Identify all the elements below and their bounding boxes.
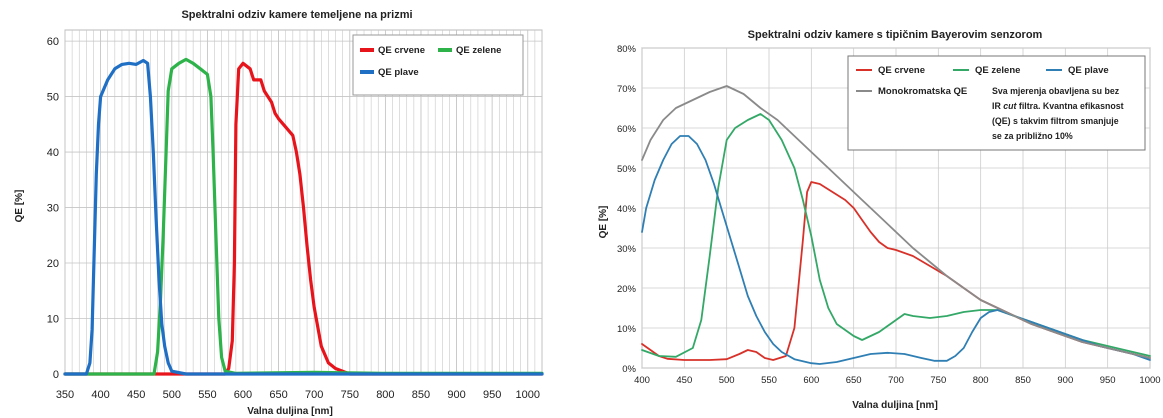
y-tick-label: 40% — [617, 204, 637, 215]
x-tick-label: 450 — [676, 375, 692, 386]
chart-left-xlabel: Valna duljina [nm] — [247, 406, 333, 417]
legend-label-gray: Monokromatska QE — [878, 86, 967, 97]
x-tick-label: 650 — [269, 389, 287, 401]
series-line-qe-crvene — [63, 61, 544, 376]
chart-left-title: Spektralni odziv kamere temeljene na pri… — [181, 9, 412, 21]
series-line-qe-plave — [63, 58, 544, 376]
series-line-qe-plave — [641, 135, 1151, 365]
note-cut: cut — [1003, 101, 1017, 111]
x-tick-label: 1000 — [1139, 375, 1160, 386]
y-tick-label: 50% — [617, 164, 637, 175]
legend-label-green: QE zelene — [456, 45, 501, 56]
y-tick-label: 70% — [617, 84, 637, 95]
y-tick-label: 0 — [53, 369, 59, 381]
x-tick-label: 950 — [483, 389, 501, 401]
series-line-monokromatska-qe — [641, 85, 1151, 359]
legend-label-red: QE crvene — [878, 65, 925, 76]
chart-right-svg: Spektralni odziv kamere s tipičnim Bayer… — [598, 29, 1161, 411]
chart-left-ylabel: QE [%] — [14, 190, 25, 223]
x-tick-label: 400 — [91, 389, 109, 401]
chart-right-panel: Spektralni odziv kamere s tipičnim Bayer… — [590, 0, 1163, 418]
y-tick-label: 0% — [622, 364, 636, 375]
y-tick-label: 10% — [617, 324, 637, 335]
y-tick-label: 30% — [617, 244, 637, 255]
chart-left-svg: Spektralni odziv kamere temeljene na pri… — [14, 9, 544, 417]
x-tick-label: 550 — [198, 389, 216, 401]
x-tick-label: 500 — [719, 375, 735, 386]
x-tick-label: 750 — [930, 375, 946, 386]
legend-label-green: QE zelene — [975, 65, 1020, 76]
y-tick-label: 20% — [617, 284, 637, 295]
x-tick-label: 750 — [341, 389, 359, 401]
series-line-qe-zelene — [63, 57, 544, 376]
chart-left-panel: Spektralni odziv kamere temeljene na pri… — [0, 0, 575, 418]
x-tick-label: 500 — [163, 389, 181, 401]
x-tick-label: 450 — [127, 389, 145, 401]
chart-right-title: Spektralni odziv kamere s tipičnim Bayer… — [748, 29, 1043, 41]
x-tick-label: 800 — [973, 375, 989, 386]
x-tick-label: 800 — [376, 389, 394, 401]
note-ir: IR — [992, 101, 1001, 111]
note-line-4: se za približno 10% — [992, 131, 1073, 141]
legend-label-blue: QE plave — [1068, 65, 1109, 76]
chart-right-series-group — [641, 85, 1151, 365]
x-tick-label: 350 — [56, 389, 74, 401]
x-tick-label: 650 — [846, 375, 862, 386]
y-tick-label: 30 — [47, 203, 59, 215]
x-tick-label: 550 — [761, 375, 777, 386]
x-tick-label: 600 — [234, 389, 252, 401]
y-tick-label: 50 — [47, 92, 59, 104]
x-tick-label: 900 — [1057, 375, 1073, 386]
chart-right-xlabel: Valna duljina [nm] — [852, 400, 938, 411]
x-tick-label: 700 — [888, 375, 904, 386]
legend-label-blue: QE plave — [378, 67, 419, 78]
x-tick-label: 700 — [305, 389, 323, 401]
chart-left-ticks: 350 400 450 500 550 600 650 700 750 800 850 900 950 1… — [47, 36, 540, 401]
chart-left-legend: QE crvene QE zelene QE plave — [352, 34, 524, 96]
y-tick-label: 60% — [617, 124, 637, 135]
chart-right-ticks: 400 450 500 550 600 650 700 750 800 850 900 950 1000… — [617, 44, 1161, 386]
x-tick-label: 1000 — [516, 389, 540, 401]
legend-swatch-green — [438, 48, 452, 52]
chart-right-ylabel: QE [%] — [598, 206, 609, 239]
x-tick-label: 850 — [412, 389, 430, 401]
note-line-2: IR cut filtra. Kvantna efikasnost — [992, 101, 1124, 111]
y-tick-label: 40 — [47, 147, 59, 159]
legend-swatch-red — [360, 48, 374, 52]
note-line-2-rest: filtra. Kvantna efikasnost — [1019, 101, 1124, 111]
legend-swatch-blue — [360, 70, 374, 74]
x-tick-label: 400 — [634, 375, 650, 386]
y-tick-label: 80% — [617, 44, 637, 55]
legend-label-red: QE crvene — [378, 45, 425, 56]
x-tick-label: 600 — [803, 375, 819, 386]
chart-right-legend: QE crvene QE zelene QE plave Monokromats… — [847, 55, 1146, 151]
y-tick-label: 10 — [47, 314, 59, 326]
note-line-3: (QE) s takvim filtrom smanjuje — [992, 116, 1119, 126]
x-tick-label: 900 — [447, 389, 465, 401]
y-tick-label: 60 — [47, 36, 59, 48]
legend-box — [847, 55, 1146, 151]
legend-box — [352, 34, 524, 96]
note-line-1: Sva mjerenja obavljena su bez — [992, 86, 1120, 96]
y-tick-label: 20 — [47, 258, 59, 270]
x-tick-label: 850 — [1015, 375, 1031, 386]
chart-left-series-group — [63, 57, 544, 376]
x-tick-label: 950 — [1100, 375, 1116, 386]
